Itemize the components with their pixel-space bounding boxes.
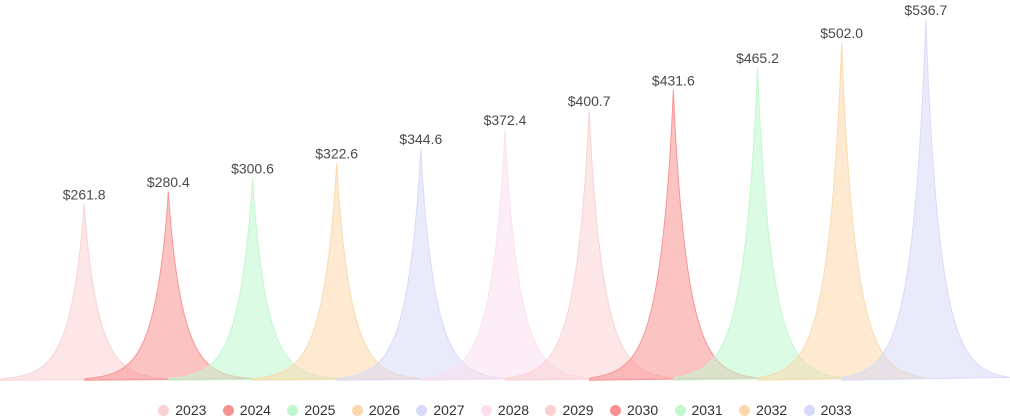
legend-item-2031[interactable]: 2031	[674, 402, 723, 417]
legend-dot-2023	[158, 404, 170, 416]
legend-dot-2027	[416, 404, 428, 416]
legend-dot-2029	[545, 404, 557, 416]
value-label-2026: $322.6	[315, 146, 358, 162]
legend-dot-2028	[480, 404, 492, 416]
legend-item-2033[interactable]: 2033	[803, 402, 852, 417]
value-label-2031: $465.2	[736, 50, 779, 66]
legend-label-2024: 2024	[239, 402, 271, 417]
legend: 2023 2024 2025 2026 2027 2028 2029 2030 2031 2032…	[0, 402, 1010, 417]
legend-dot-2033	[803, 404, 815, 416]
legend-item-2025[interactable]: 2025	[287, 402, 335, 417]
legend-item-2026[interactable]: 2026	[351, 402, 401, 417]
legend-label-2023: 2023	[175, 402, 207, 417]
legend-dot-2026	[351, 404, 363, 416]
legend-dot-2032	[739, 404, 751, 416]
legend-dot-2031	[674, 404, 686, 416]
legend-label-2028: 2028	[497, 402, 530, 417]
value-label-2025: $300.6	[231, 160, 274, 176]
legend-label-2027: 2027	[433, 402, 465, 417]
legend-item-2024[interactable]: 2024	[222, 402, 271, 417]
value-label-2024: $280.4	[147, 174, 190, 190]
legend-label-2032: 2032	[756, 402, 788, 417]
value-label-2028: $372.4	[484, 112, 527, 128]
value-label-2029: $400.7	[568, 93, 611, 109]
value-label-2030: $431.6	[652, 72, 695, 88]
value-label-2023: $261.8	[63, 186, 106, 202]
legend-label-2026: 2026	[368, 402, 401, 417]
value-label-2027: $344.6	[399, 131, 442, 147]
legend-label-2025: 2025	[304, 402, 336, 417]
legend-item-2027[interactable]: 2027	[416, 402, 465, 417]
legend-item-2028[interactable]: 2028	[480, 402, 530, 417]
legend-dot-2030	[609, 404, 621, 416]
legend-dot-2024	[222, 404, 234, 416]
legend-item-2023[interactable]: 2023	[158, 402, 206, 417]
value-label-2033: $536.7	[904, 2, 947, 18]
legend-label-2029: 2029	[562, 402, 594, 417]
legend-item-2030[interactable]: 2030	[609, 402, 659, 417]
peak-2033[interactable]	[841, 19, 1010, 381]
legend-label-2031: 2031	[691, 402, 723, 417]
legend-dot-2025	[287, 404, 299, 416]
legend-item-2029[interactable]: 2029	[545, 402, 594, 417]
value-label-2032: $502.0	[820, 25, 863, 41]
legend-label-2033: 2033	[820, 402, 852, 417]
legend-item-2032[interactable]: 2032	[739, 402, 787, 417]
legend-label-2030: 2030	[626, 402, 659, 417]
